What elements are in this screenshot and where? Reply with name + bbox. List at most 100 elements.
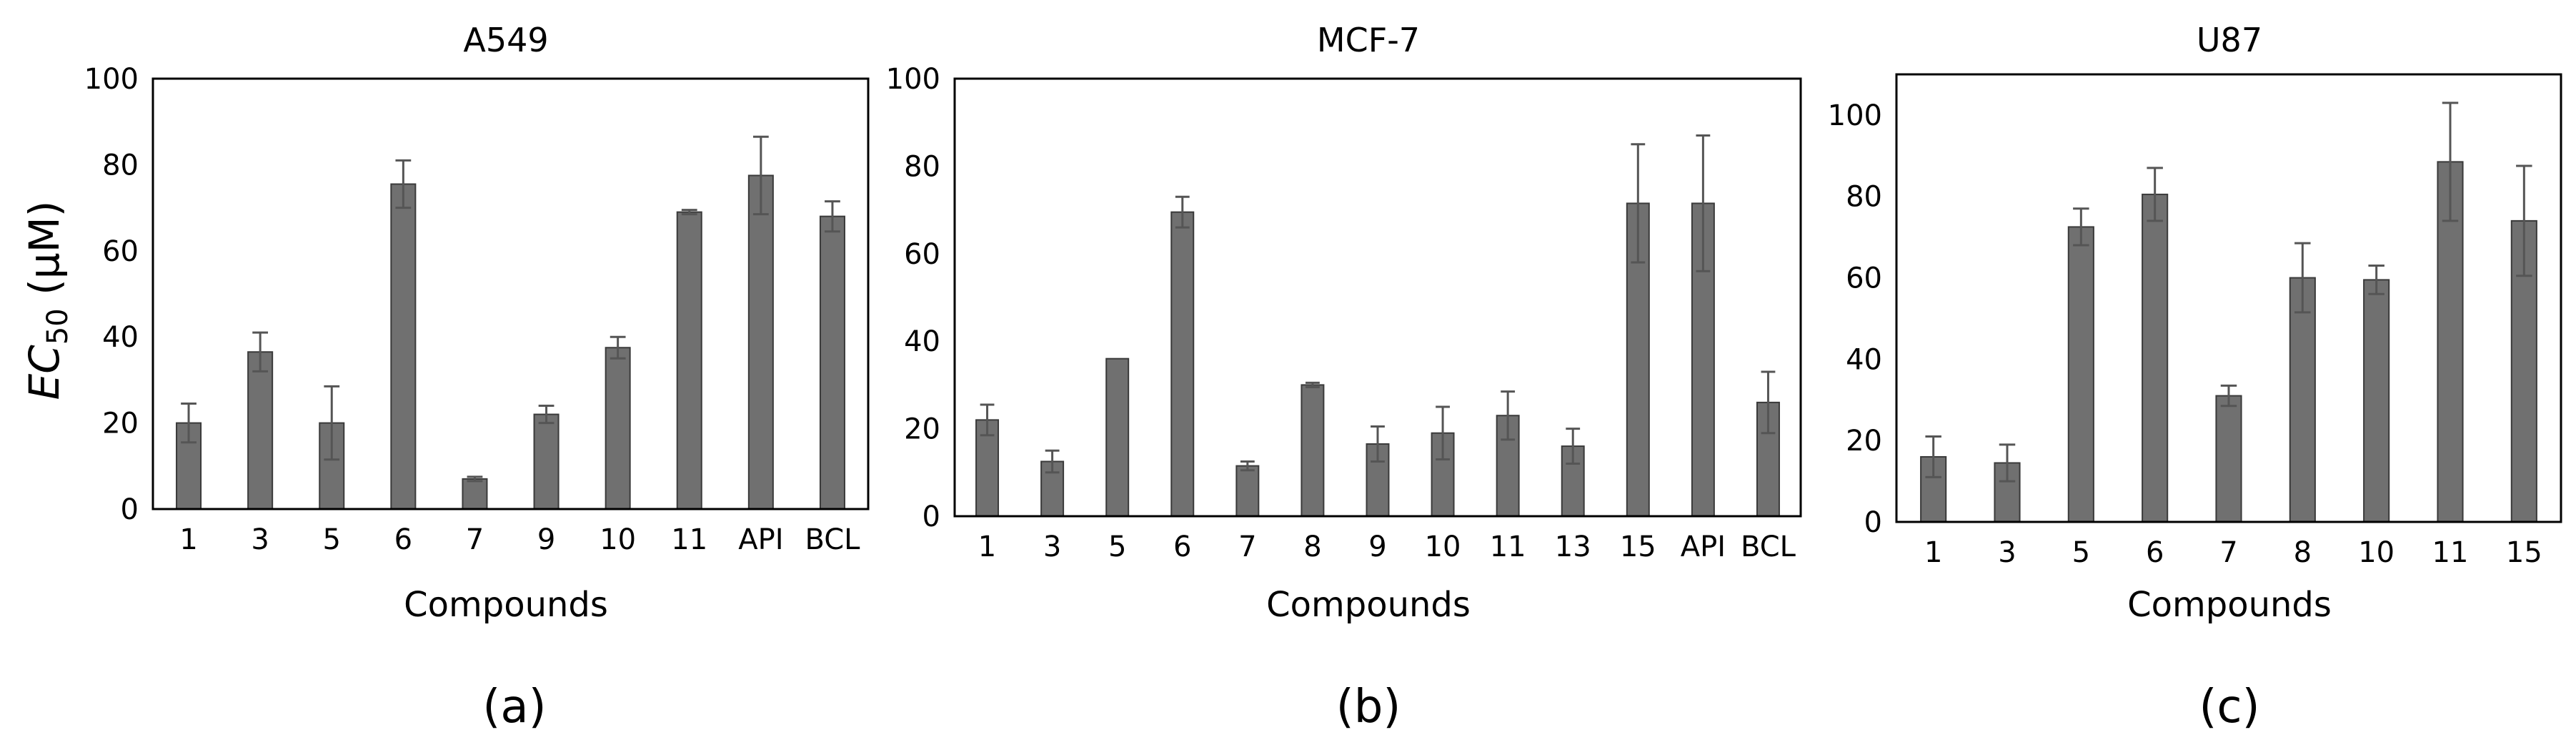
chart-panel-u87: U87 0 20 40 60 80 100 1 3 5 6 7 8 10 11 15 Compounds (… — [1828, 21, 2562, 734]
x-tick-label: BCL — [1741, 531, 1796, 563]
bar-10 — [2363, 279, 2390, 523]
error-bar-5 — [2073, 207, 2089, 247]
error-bar-11 — [681, 209, 697, 216]
error-bar-6 — [2147, 167, 2163, 222]
error-bar-1 — [980, 403, 995, 437]
error-bar-1 — [1925, 435, 1941, 478]
x-axis-title-mcf7: Compounds — [1266, 585, 1471, 625]
x-tick-label: 6 — [394, 523, 412, 556]
x-tick-label: 5 — [323, 523, 341, 556]
x-tick-label: 7 — [466, 523, 484, 556]
y-axis-label: EC50 (μM) — [20, 201, 74, 400]
bar-6 — [1170, 211, 1195, 517]
x-tick-label: 5 — [2072, 536, 2090, 569]
y-tick-label: 0 — [1864, 506, 1882, 539]
x-tick-label: 3 — [1998, 536, 2016, 569]
error-bar-11 — [2442, 102, 2459, 222]
y-tick-label: 40 — [904, 325, 940, 358]
y-tick-label: 20 — [904, 413, 940, 446]
bar-6 — [2142, 193, 2169, 523]
y-tick-label: 0 — [923, 500, 940, 533]
y-tick-label: 100 — [84, 63, 139, 96]
plot-area-u87: 0 20 40 60 80 100 1 3 5 6 7 8 10 11 15 — [1828, 73, 2562, 569]
x-tick-label: 9 — [1368, 531, 1386, 563]
y-tick-label: 100 — [886, 63, 940, 96]
error-bar-9 — [538, 405, 555, 425]
panel-label-c: (c) — [2199, 681, 2259, 734]
x-tick-label: 10 — [2358, 536, 2395, 569]
y-axis-label-subscript: 50 — [41, 308, 74, 345]
bar-api — [747, 174, 774, 510]
error-bar-9 — [1371, 425, 1385, 463]
x-tick-label: 1 — [1924, 536, 1942, 569]
chart-title-u87: U87 — [2197, 21, 2262, 59]
x-tick-label: 7 — [1238, 531, 1256, 563]
chart-title-mcf7: MCF-7 — [1317, 21, 1420, 59]
x-tick-label: 15 — [1620, 531, 1656, 563]
y-tick-label: 40 — [1846, 343, 1882, 376]
x-tick-label: 8 — [2294, 536, 2312, 569]
x-tick-label: 6 — [1173, 531, 1191, 563]
error-bar-api — [752, 135, 769, 216]
x-tick-label: 11 — [671, 523, 707, 556]
bar-7 — [1235, 465, 1260, 517]
bar-11 — [676, 211, 702, 510]
error-bar-8 — [2294, 242, 2311, 314]
x-tick-label: 13 — [1555, 531, 1591, 563]
error-bar-7 — [2220, 384, 2237, 408]
plot-frame-a549 — [151, 77, 870, 510]
bar-8 — [1301, 384, 1325, 518]
x-tick-label: 1 — [978, 531, 996, 563]
error-bar-7 — [467, 475, 483, 483]
error-bar-5 — [324, 385, 340, 461]
bar-8 — [2289, 277, 2316, 523]
x-tick-label: 11 — [2432, 536, 2469, 569]
bar-5 — [2067, 226, 2094, 523]
y-tick-label: 80 — [102, 149, 139, 182]
y-tick-label: 60 — [1846, 262, 1882, 295]
x-axis-title-u87: Compounds — [2127, 585, 2332, 625]
bar-10 — [605, 347, 631, 510]
error-bar-3 — [252, 331, 269, 372]
x-tick-label: 3 — [251, 523, 269, 556]
error-bar-7 — [1240, 460, 1255, 472]
x-tick-label: 9 — [537, 523, 555, 556]
y-tick-label: 60 — [904, 238, 940, 271]
bar-6 — [390, 183, 417, 510]
error-bar-3 — [1045, 449, 1060, 474]
error-bar-1 — [181, 403, 197, 444]
error-bar-bcl — [825, 200, 840, 233]
y-tick-label: 40 — [102, 321, 139, 354]
error-bar-8 — [1306, 381, 1320, 388]
x-tick-label: 10 — [1425, 531, 1461, 563]
error-bar-6 — [395, 159, 412, 209]
bar-7 — [462, 478, 488, 510]
plot-frame-u87 — [1895, 73, 2562, 523]
plot-area-a549: 0 20 40 60 80 100 1 3 5 6 7 9 10 11 API BCL — [84, 63, 870, 556]
y-tick-label: 80 — [1846, 181, 1882, 214]
y-tick-label: 80 — [904, 150, 940, 183]
bar-9 — [533, 413, 560, 510]
error-bar-13 — [1566, 428, 1581, 465]
y-tick-label: 100 — [1828, 99, 1882, 132]
chart-title-a549: A549 — [463, 21, 548, 59]
x-tick-label: 11 — [1490, 531, 1526, 563]
x-tick-label: 10 — [600, 523, 636, 556]
error-bar-10 — [610, 335, 626, 360]
y-axis-label-unit: (μM) — [20, 201, 69, 309]
panel-label-b: (b) — [1336, 681, 1401, 734]
error-bar-bcl — [1761, 370, 1776, 435]
x-tick-label: 3 — [1043, 531, 1061, 563]
x-tick-label: 5 — [1108, 531, 1126, 563]
x-tick-label: 1 — [179, 523, 197, 556]
x-tick-label: 15 — [2506, 536, 2542, 569]
error-bar-3 — [1999, 443, 2016, 483]
x-tick-label: 7 — [2219, 536, 2237, 569]
error-bar-15 — [2516, 164, 2532, 277]
error-bar-11 — [1501, 390, 1516, 441]
x-tick-label: BCL — [805, 523, 860, 556]
bar-5 — [1105, 357, 1130, 517]
